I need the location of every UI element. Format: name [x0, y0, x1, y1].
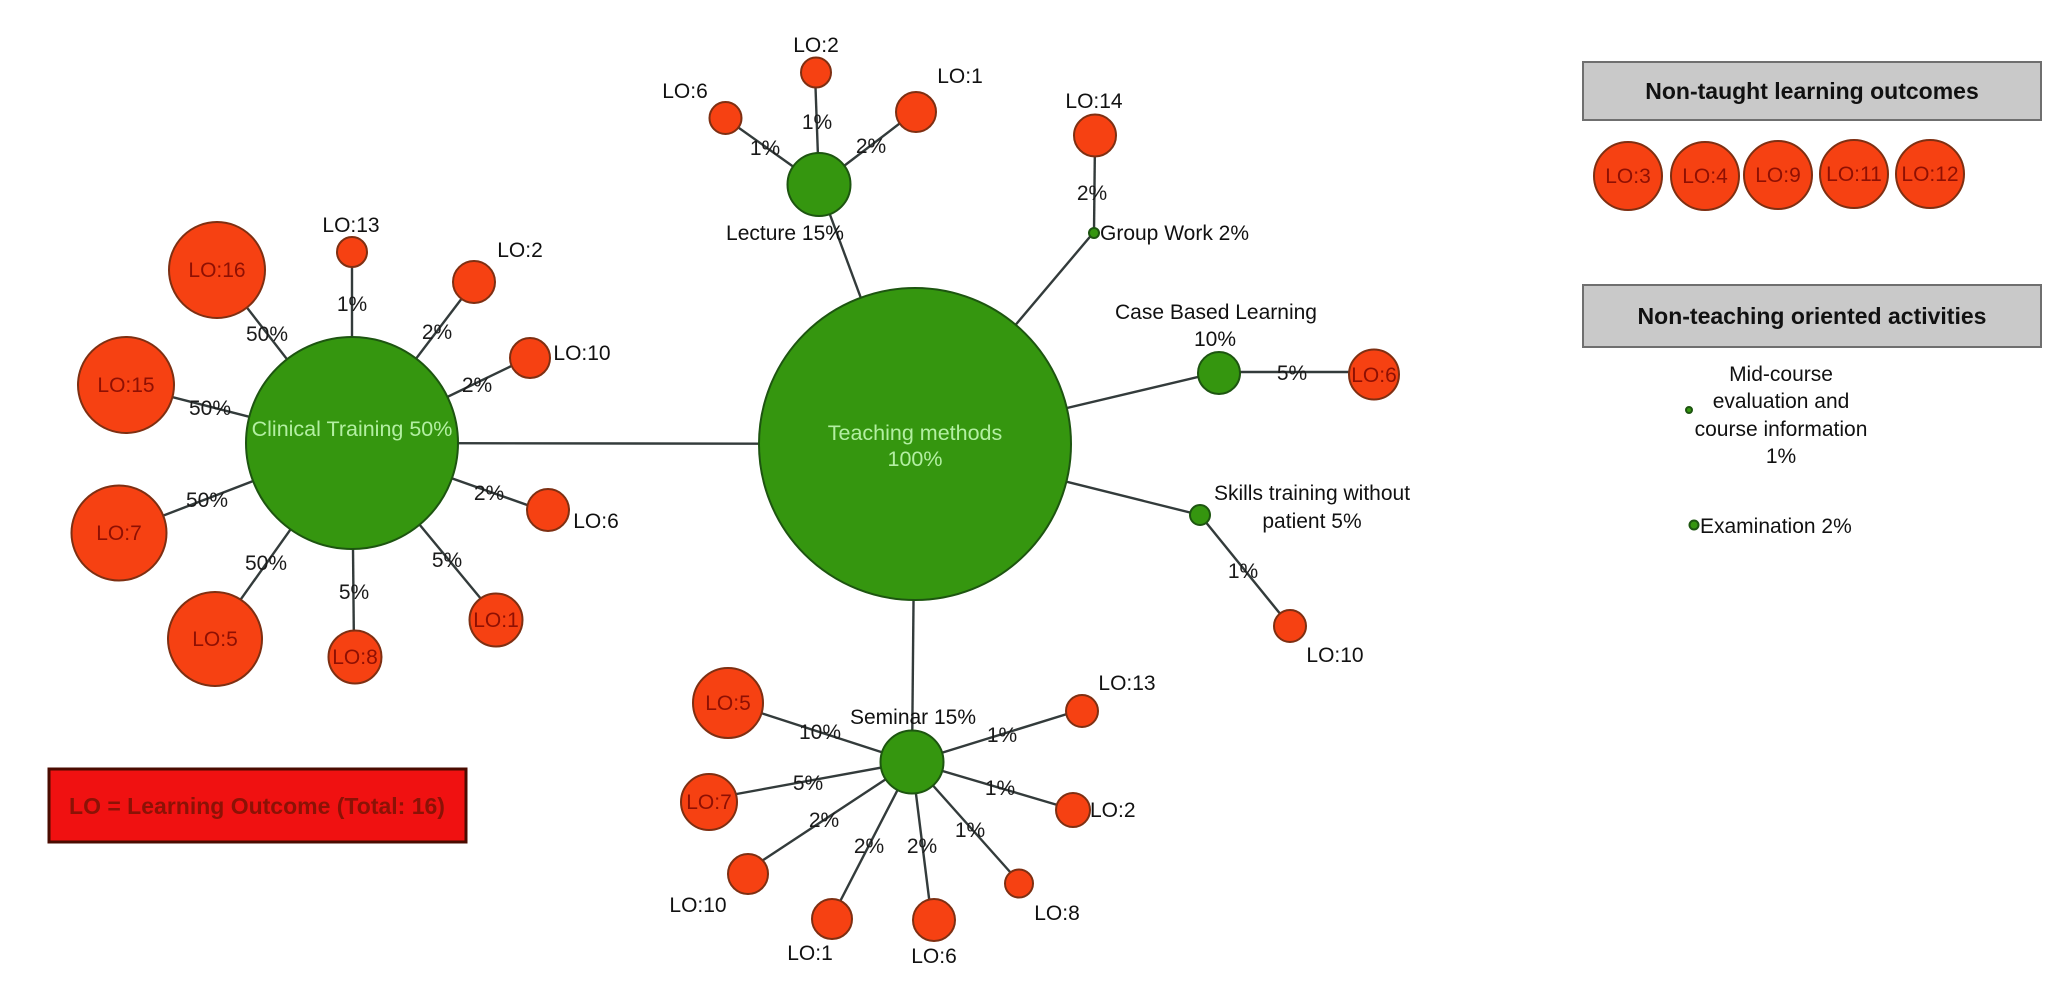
svg-text:patient 5%: patient 5%	[1262, 510, 1361, 533]
svg-text:LO:15: LO:15	[97, 374, 154, 397]
svg-text:1%: 1%	[987, 724, 1017, 747]
svg-text:1%: 1%	[955, 819, 985, 842]
svg-text:LO:2: LO:2	[497, 239, 543, 262]
svg-text:5%: 5%	[432, 549, 462, 572]
svg-text:5%: 5%	[1277, 362, 1307, 385]
svg-text:2%: 2%	[1077, 182, 1107, 205]
svg-text:LO:10: LO:10	[669, 894, 726, 917]
svg-text:2%: 2%	[809, 809, 839, 832]
svg-text:1%: 1%	[802, 111, 832, 134]
svg-text:Mid-course: Mid-course	[1729, 363, 1833, 386]
svg-text:LO:5: LO:5	[192, 628, 238, 651]
svg-text:LO:10: LO:10	[553, 342, 610, 365]
svg-text:LO:8: LO:8	[332, 646, 378, 669]
svg-text:Non-taught learning outcomes: Non-taught learning outcomes	[1645, 78, 1979, 104]
svg-text:Group Work 2%: Group Work 2%	[1100, 222, 1249, 245]
svg-text:1%: 1%	[750, 137, 780, 160]
svg-text:Teaching methods: Teaching methods	[828, 421, 1003, 445]
svg-text:10%: 10%	[1194, 328, 1236, 351]
svg-text:Skills training without: Skills training without	[1214, 482, 1410, 505]
svg-text:50%: 50%	[246, 323, 288, 346]
svg-text:LO:9: LO:9	[1755, 164, 1801, 187]
svg-text:Examination 2%: Examination 2%	[1700, 515, 1852, 538]
svg-text:LO:16: LO:16	[188, 259, 245, 282]
svg-text:LO:10: LO:10	[1306, 644, 1363, 667]
svg-text:2%: 2%	[462, 374, 492, 397]
svg-text:evaluation and: evaluation and	[1713, 390, 1850, 413]
svg-text:LO:1: LO:1	[937, 65, 983, 88]
svg-text:LO:12: LO:12	[1901, 163, 1958, 186]
svg-text:course information: course information	[1695, 418, 1868, 441]
svg-text:LO:6: LO:6	[662, 80, 708, 103]
svg-text:LO:13: LO:13	[322, 214, 379, 237]
svg-text:LO:2: LO:2	[1090, 799, 1136, 822]
svg-text:Case Based Learning: Case Based Learning	[1115, 301, 1317, 324]
svg-text:5%: 5%	[793, 772, 823, 795]
svg-text:1%: 1%	[985, 777, 1015, 800]
svg-text:100%: 100%	[888, 447, 943, 471]
svg-text:LO:6: LO:6	[911, 945, 957, 968]
svg-text:Clinical Training 50%: Clinical Training 50%	[252, 417, 453, 441]
svg-text:2%: 2%	[907, 835, 937, 858]
svg-text:LO:3: LO:3	[1605, 165, 1651, 188]
svg-text:LO:2: LO:2	[793, 34, 839, 57]
svg-text:LO = Learning Outcome (Total:: LO = Learning Outcome (Total: 16)	[69, 793, 445, 819]
svg-text:2%: 2%	[474, 482, 504, 505]
svg-text:Lecture 15%: Lecture 15%	[726, 222, 844, 245]
svg-text:LO:6: LO:6	[1351, 364, 1397, 387]
svg-text:LO:6: LO:6	[573, 510, 619, 533]
svg-text:50%: 50%	[245, 552, 287, 575]
svg-text:1%: 1%	[1766, 445, 1796, 468]
svg-text:2%: 2%	[856, 135, 886, 158]
svg-text:LO:7: LO:7	[686, 791, 732, 814]
svg-text:LO:14: LO:14	[1065, 90, 1123, 113]
svg-text:50%: 50%	[189, 397, 231, 420]
svg-text:LO:8: LO:8	[1034, 902, 1080, 925]
svg-text:LO:7: LO:7	[96, 522, 142, 545]
svg-text:1%: 1%	[1228, 560, 1258, 583]
svg-text:1%: 1%	[337, 293, 367, 316]
svg-text:10%: 10%	[799, 721, 841, 744]
svg-text:LO:13: LO:13	[1098, 672, 1155, 695]
svg-text:2%: 2%	[422, 321, 452, 344]
svg-text:Non-teaching oriented activiti: Non-teaching oriented activities	[1638, 303, 1987, 329]
svg-text:LO:4: LO:4	[1682, 165, 1728, 188]
svg-text:5%: 5%	[339, 581, 369, 604]
svg-text:LO:11: LO:11	[1826, 163, 1882, 186]
svg-text:LO:5: LO:5	[705, 692, 751, 715]
svg-text:2%: 2%	[854, 835, 884, 858]
svg-text:LO:1: LO:1	[473, 609, 519, 632]
svg-text:LO:1: LO:1	[787, 942, 833, 965]
svg-text:Seminar 15%: Seminar 15%	[850, 706, 976, 729]
svg-text:50%: 50%	[186, 489, 228, 512]
